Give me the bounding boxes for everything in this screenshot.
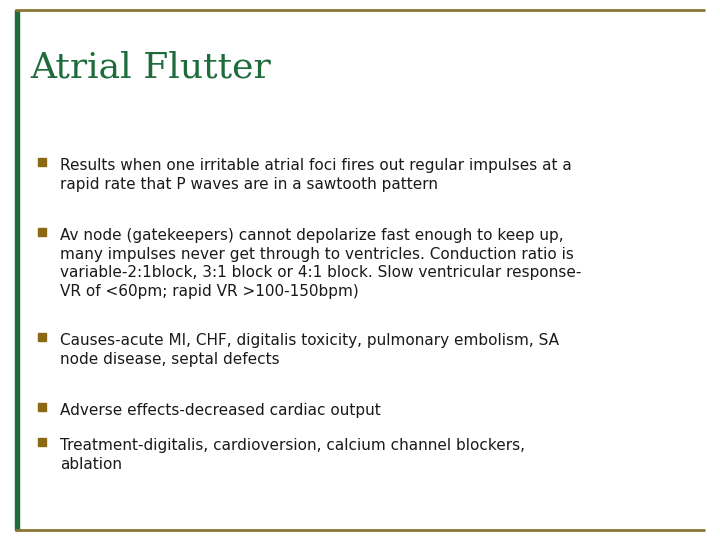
Text: Causes-acute MI, CHF, digitalis toxicity, pulmonary embolism, SA
node disease, s: Causes-acute MI, CHF, digitalis toxicity… bbox=[60, 333, 559, 367]
Text: Results when one irritable atrial foci fires out regular impulses at a
rapid rat: Results when one irritable atrial foci f… bbox=[60, 158, 572, 192]
Bar bbox=[38, 333, 46, 341]
Bar bbox=[38, 403, 46, 411]
Bar bbox=[38, 228, 46, 236]
Text: Adverse effects-decreased cardiac output: Adverse effects-decreased cardiac output bbox=[60, 403, 381, 418]
Bar bbox=[38, 438, 46, 446]
Text: Atrial Flutter: Atrial Flutter bbox=[30, 50, 271, 84]
Bar bbox=[15, 10, 19, 530]
Text: Av node (gatekeepers) cannot depolarize fast enough to keep up,
many impulses ne: Av node (gatekeepers) cannot depolarize … bbox=[60, 228, 581, 299]
Bar bbox=[38, 158, 46, 166]
Text: Treatment-digitalis, cardioversion, calcium channel blockers,
ablation: Treatment-digitalis, cardioversion, calc… bbox=[60, 438, 525, 471]
